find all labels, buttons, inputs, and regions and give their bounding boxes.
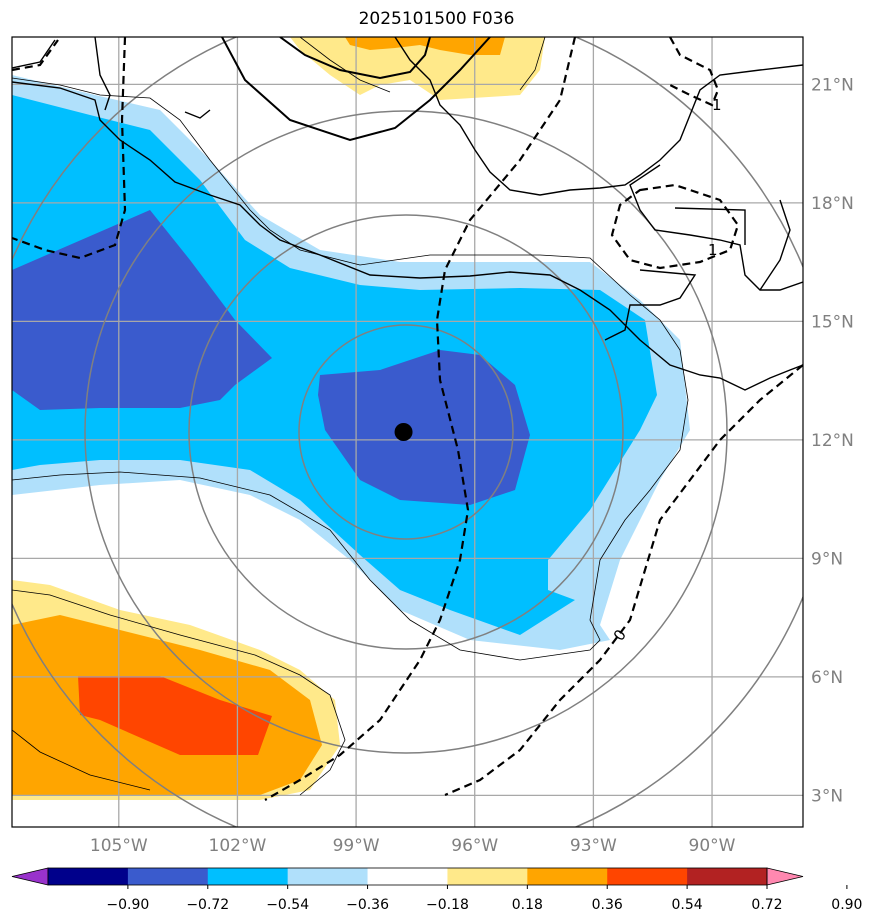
colorbar-tick-label: 0.90	[831, 897, 862, 913]
coast-yucatan	[629, 164, 803, 291]
shade-pos-036-north	[345, 37, 505, 55]
colorbar-segment	[607, 868, 688, 885]
colorbar-segment	[287, 868, 369, 885]
lon-label: 99°W	[333, 836, 380, 856]
dashed-contour-west	[12, 37, 127, 260]
colorbar-segment	[48, 868, 129, 885]
thin-contour-sw-outer	[12, 589, 346, 796]
colorbar-segment	[127, 868, 209, 885]
colorbar-tick-label: −0.90	[106, 897, 149, 913]
colorbar-segment	[447, 868, 528, 885]
colorbar-tick-label: −0.36	[346, 897, 389, 913]
thin-contour-sw-inner	[12, 729, 151, 791]
colorbar-tick-label: −0.72	[186, 897, 229, 913]
shade-neg-054-center	[318, 350, 530, 505]
shade-pos-054-sw	[78, 676, 272, 755]
coast-mexico-pacific	[12, 81, 803, 391]
range-ring-2	[188, 214, 624, 650]
range-rings	[12, 37, 803, 827]
colorbar-extend-max	[766, 867, 804, 886]
lat-label: 15°N	[811, 312, 854, 332]
lat-label: 6°N	[811, 668, 843, 688]
thin-contour-blue	[12, 77, 689, 661]
coastlines	[12, 37, 803, 391]
colorbar-tick-label: 0.72	[751, 897, 782, 913]
longitude-labels: 105°W 102°W 99°W 96°W 93°W 90°W	[90, 836, 736, 856]
colorbar-segment	[527, 868, 608, 885]
map-title: 2025101500 F036	[358, 9, 515, 29]
lon-label: 90°W	[689, 836, 736, 856]
colorbar-tick-label: 0.18	[512, 897, 543, 913]
range-ring-3	[84, 110, 728, 754]
lon-label: 93°W	[570, 836, 617, 856]
lat-label: 21°N	[811, 75, 854, 95]
contour-label-ne: 1	[712, 96, 722, 114]
colorbar-tick-label: −0.54	[266, 897, 309, 913]
solid-contour-north-1	[221, 37, 491, 142]
map-frame	[11, 36, 804, 828]
colorbar-tick-label: −0.18	[426, 897, 469, 913]
dashed-contour-0	[444, 364, 803, 797]
colorbar: −0.90 −0.72 −0.54 −0.36 −0.18 0.18 0.36 0.54 0.7…	[11, 867, 862, 913]
colorbar-segment	[367, 868, 448, 885]
dashed-contour-nw	[12, 39, 59, 72]
dashed-contour-center	[264, 37, 577, 801]
lat-label: 3°N	[811, 786, 843, 806]
colorbar-segment	[687, 868, 768, 885]
dashed-contour-ne-1	[669, 37, 720, 107]
solid-contours	[221, 37, 491, 142]
colorbar-frame	[47, 867, 768, 886]
shade-neg-036	[12, 95, 657, 635]
storm-center-marker	[394, 423, 413, 441]
shade-neg-054-west	[12, 210, 272, 410]
shade-pos-018-north	[290, 37, 545, 100]
colorbar-extend-min	[11, 867, 49, 886]
dashed-contours	[12, 37, 803, 801]
coast-borders	[604, 199, 791, 341]
colorbar-tick-label: 0.54	[672, 897, 703, 913]
lat-label: 18°N	[811, 194, 854, 214]
lat-label: 9°N	[811, 549, 843, 569]
latitude-labels: 21°N 18°N 15°N 12°N 9°N 6°N 3°N	[811, 75, 854, 806]
graticule	[12, 37, 803, 827]
lon-label: 102°W	[209, 836, 267, 856]
lon-label: 96°W	[451, 836, 498, 856]
shading-layer	[12, 37, 690, 800]
contour-label-east: 1	[708, 241, 718, 259]
range-ring-1	[298, 324, 514, 540]
solid-contour-north-2	[279, 37, 431, 80]
lat-label: 12°N	[811, 431, 854, 451]
coast-gulf	[394, 37, 803, 196]
coast-north-edge	[12, 37, 211, 119]
colorbar-tick-label: 0.36	[592, 897, 623, 913]
colorbar-segment	[207, 868, 289, 885]
dashed-contour-ne-2	[610, 183, 740, 270]
lon-label: 105°W	[90, 836, 148, 856]
